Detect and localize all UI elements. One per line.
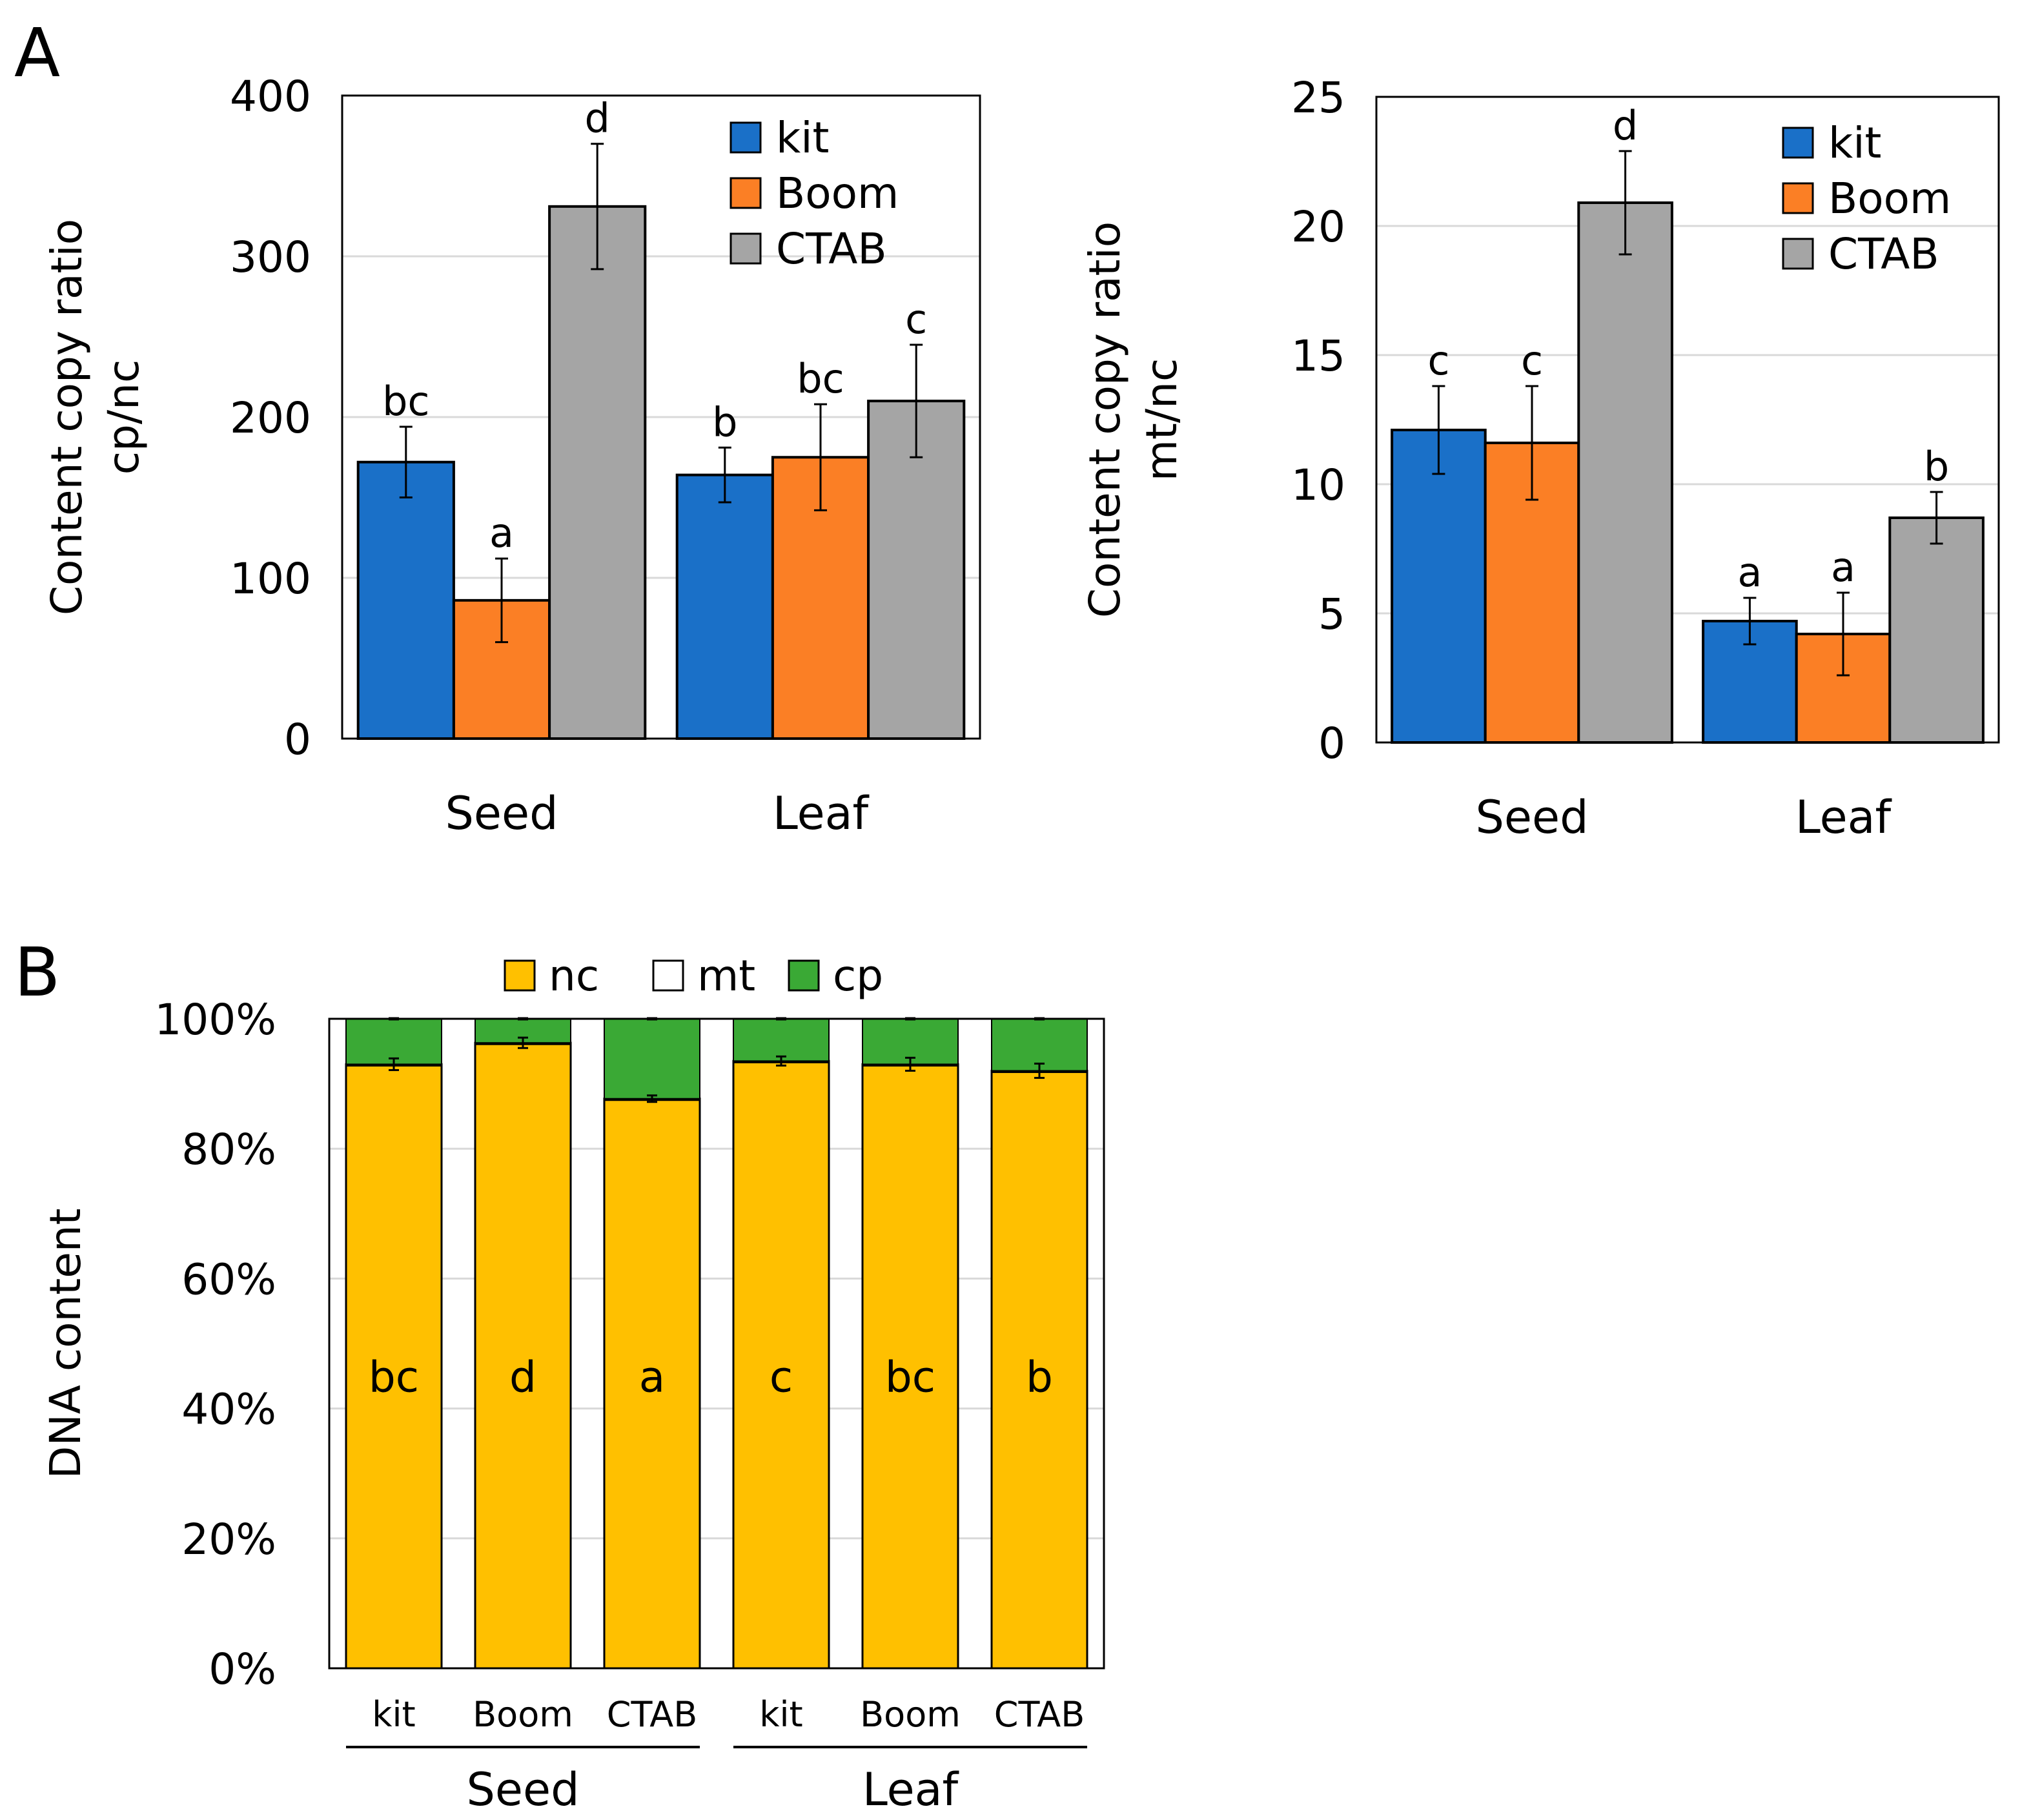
- significance-letter: d: [1613, 102, 1638, 149]
- bar-ctab: [1888, 516, 1985, 744]
- y-tick-label: 20: [1291, 202, 1345, 252]
- y-tick-label: 300: [230, 232, 311, 282]
- y-tick-label: 400: [230, 72, 311, 121]
- segment-cp: [733, 1018, 830, 1062]
- plot-frame: [328, 1017, 1105, 1670]
- y-tick-label: 100: [230, 554, 311, 604]
- legend-label: kit: [1828, 118, 1881, 168]
- y-axis-label: cp/nc: [99, 360, 148, 475]
- y-tick-label: 25: [1291, 73, 1345, 123]
- segment-cp: [604, 1018, 700, 1099]
- legend-label: Boom: [1828, 174, 1951, 223]
- significance-letter: c: [770, 1352, 793, 1402]
- y-tick-label: 200: [230, 393, 311, 443]
- y-tick-label: 0: [1318, 719, 1345, 768]
- group-label: Seed: [467, 1763, 580, 1816]
- y-tick-label: 80%: [181, 1125, 276, 1174]
- significance-letter: b: [712, 398, 737, 445]
- panel-label-b: B: [14, 933, 60, 1012]
- significance-letter: b: [1026, 1352, 1053, 1402]
- y-tick-label: 15: [1291, 331, 1345, 381]
- legend-swatch-kit: [1782, 127, 1814, 159]
- segment-nc: [732, 1059, 830, 1670]
- significance-letter: c: [1427, 337, 1449, 384]
- significance-letter: a: [1831, 544, 1855, 591]
- segment-nc: [345, 1063, 443, 1670]
- segment-nc: [861, 1063, 959, 1670]
- y-tick-label: 100%: [154, 995, 276, 1045]
- legend-label: CTAB: [776, 224, 887, 274]
- legend-swatch-kit: [730, 121, 762, 154]
- category-label: kit: [759, 1694, 802, 1735]
- panel-label-a: A: [14, 14, 60, 92]
- y-tick-label: 0%: [209, 1644, 276, 1694]
- significance-letter: a: [639, 1352, 665, 1402]
- category-label: Seed: [1476, 791, 1589, 844]
- legend-swatch-ctab: [1782, 238, 1814, 270]
- legend-swatch-boom: [1782, 182, 1814, 214]
- y-axis-label: DNA content: [41, 1208, 90, 1478]
- chart-mt-nc: 0 5 10 15 20 25 c c d Seed a a b Leaf Content copy rat…: [1080, 73, 2000, 844]
- chart-dna-content: 0% 20% 40% 60% 80% 100% bc kit d Boom a CTAB c kit bc B…: [41, 951, 1105, 1816]
- category-label: Leaf: [1795, 791, 1892, 844]
- legend-swatch-cp: [788, 959, 820, 992]
- chart-cp-nc: 0 100 200 300 400 bc a d Seed b bc c Leaf Content cop…: [42, 72, 981, 840]
- significance-letter: a: [489, 509, 514, 557]
- bar-ctab: [548, 205, 647, 740]
- y-tick-label: 20%: [181, 1515, 276, 1564]
- y-tick-label: 10: [1291, 460, 1345, 510]
- legend-label: Boom: [776, 169, 899, 218]
- group-label: Leaf: [862, 1763, 959, 1816]
- bar-kit: [356, 460, 455, 740]
- bar-kit: [675, 473, 774, 740]
- segment-nc: [603, 1098, 701, 1670]
- segment-cp: [991, 1018, 1088, 1072]
- legend-label: CTAB: [1828, 229, 1939, 279]
- significance-letter: d: [509, 1352, 536, 1402]
- legend-swatch-mt: [652, 959, 684, 992]
- legend-label: nc: [549, 951, 599, 1001]
- y-tick-label: 5: [1318, 589, 1345, 639]
- y-tick-label: 40%: [181, 1385, 276, 1435]
- plot-frame: [1375, 96, 2000, 744]
- legend-label: mt: [697, 951, 755, 1001]
- y-tick-label: 60%: [181, 1254, 276, 1304]
- segment-cp: [345, 1018, 442, 1065]
- category-label: CTAB: [607, 1694, 697, 1735]
- y-tick-label: 0: [284, 715, 311, 764]
- significance-letter: bc: [382, 378, 429, 425]
- significance-letter: c: [905, 296, 927, 343]
- category-label: Boom: [860, 1694, 961, 1735]
- y-axis-label: Content copy ratio: [42, 219, 92, 615]
- category-label: Boom: [473, 1694, 573, 1735]
- significance-letter: b: [1924, 443, 1949, 490]
- category-label: Seed: [445, 787, 558, 840]
- category-label: kit: [372, 1694, 415, 1735]
- significance-letter: c: [1521, 337, 1543, 384]
- y-axis-label: mt/nc: [1137, 358, 1187, 482]
- significance-letter: a: [1737, 549, 1762, 596]
- bar-ctab: [1577, 201, 1673, 744]
- significance-letter: d: [585, 95, 610, 142]
- legend-label: kit: [776, 113, 829, 163]
- significance-letter: bc: [369, 1352, 419, 1402]
- category-label: CTAB: [994, 1694, 1085, 1735]
- plot-frame: [341, 94, 981, 740]
- category-label: Leaf: [773, 787, 870, 840]
- legend-label: cp: [833, 951, 883, 1001]
- significance-letter: bc: [885, 1352, 935, 1402]
- y-axis-label: Content copy ratio: [1080, 221, 1130, 618]
- legend-swatch-ctab: [730, 232, 762, 265]
- legend-swatch-nc: [504, 959, 536, 992]
- bar-kit: [1391, 429, 1487, 744]
- legend-swatch-boom: [730, 177, 762, 209]
- significance-letter: bc: [797, 355, 844, 402]
